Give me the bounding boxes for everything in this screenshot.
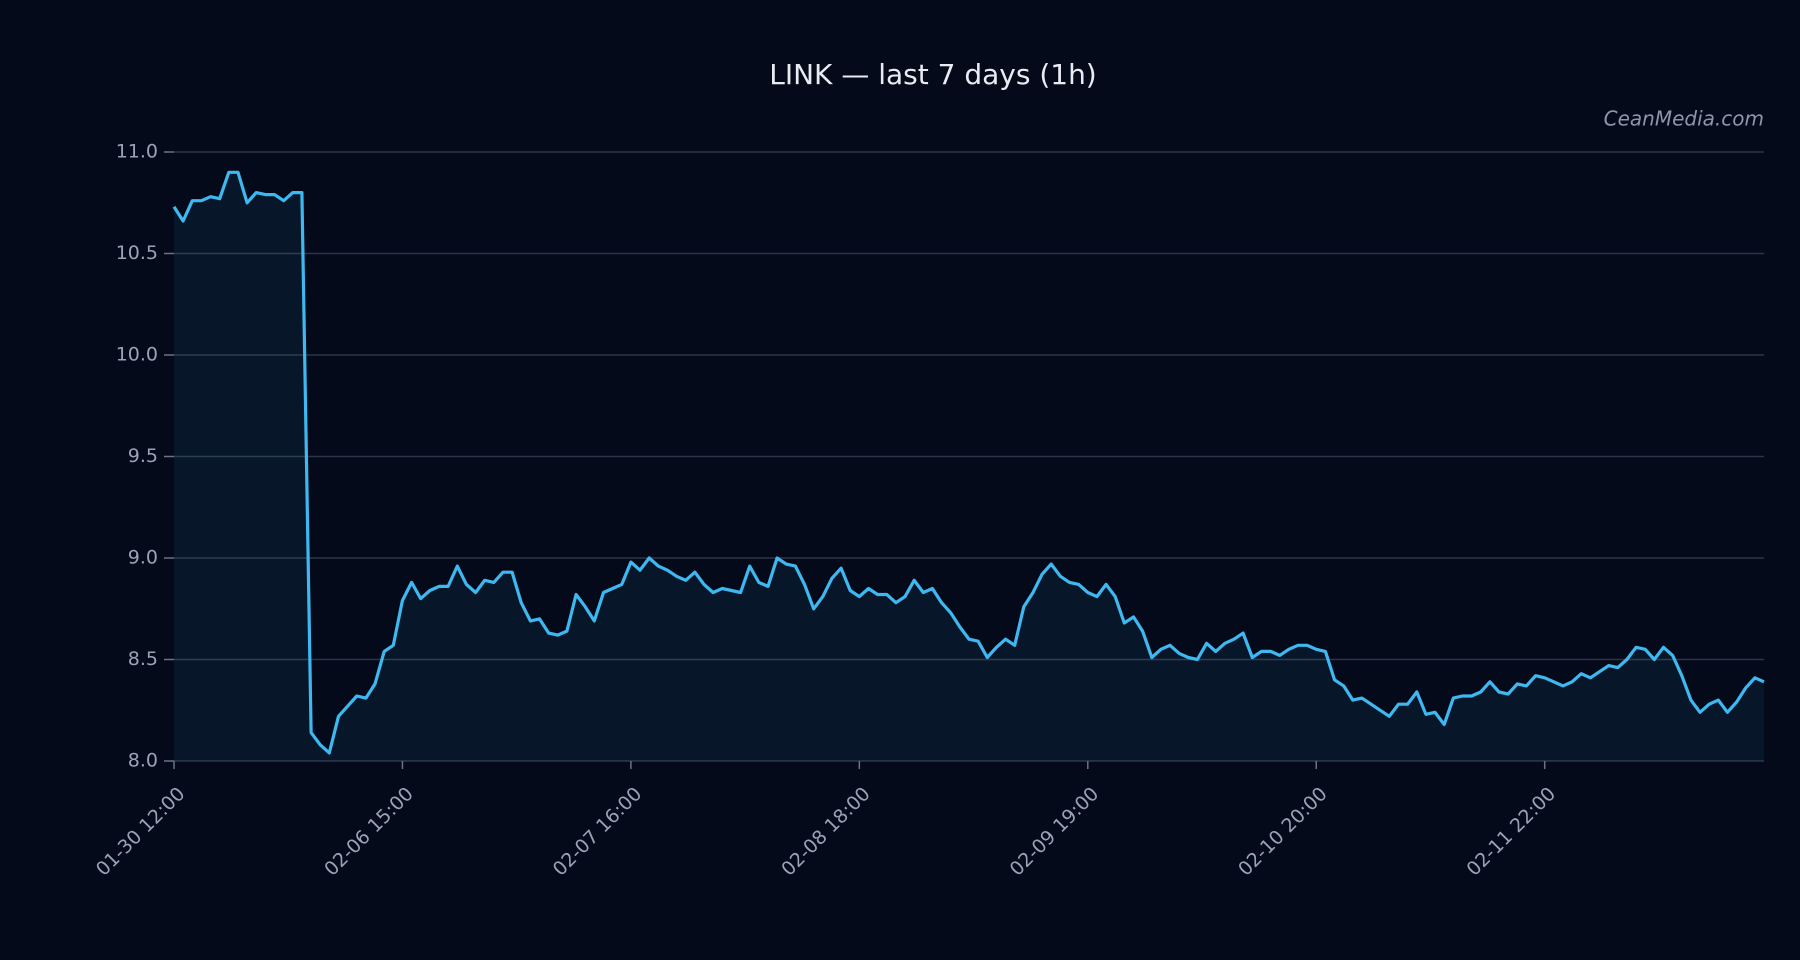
y-tick-label: 10.5 <box>116 242 158 264</box>
y-tick-label: 10.0 <box>116 344 158 366</box>
y-tick-label: 9.0 <box>128 547 158 569</box>
chart-title: LINK — last 7 days (1h) <box>769 58 1096 91</box>
y-tick-label: 8.5 <box>128 648 158 670</box>
watermark: CeanMedia.com <box>1604 107 1764 131</box>
y-tick-label: 9.5 <box>128 445 158 467</box>
y-tick-label: 8.0 <box>128 750 158 772</box>
y-tick-label: 11.0 <box>116 141 158 163</box>
line <box>172 170 1765 755</box>
